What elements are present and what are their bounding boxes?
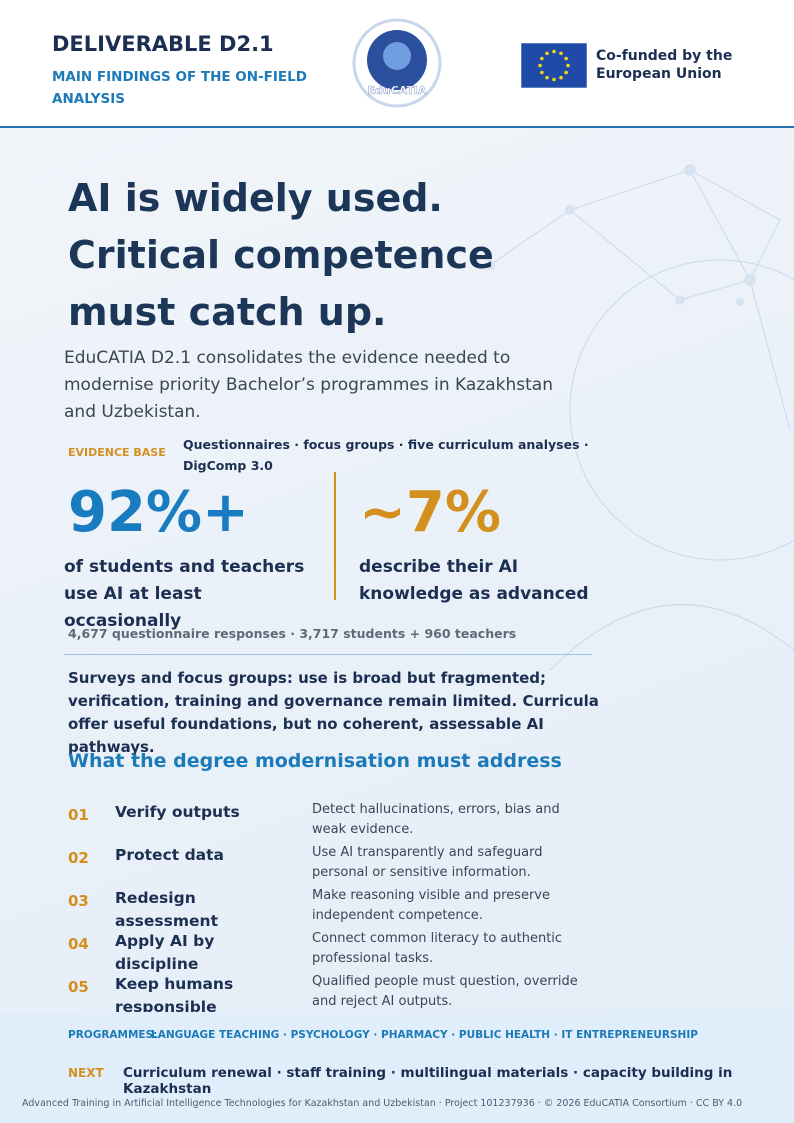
stat-value: ~7% <box>359 480 501 545</box>
item-number: 03 <box>68 892 89 910</box>
rule <box>64 654 592 655</box>
section-title: What the degree modernisation must addre… <box>68 750 562 772</box>
evidence-text: Questionnaires · focus groups · five cur… <box>183 437 589 473</box>
item-number: 01 <box>68 806 89 824</box>
item-desc: Connect common literacy to authentic pro… <box>312 931 563 966</box>
item-title: Verify outputs <box>115 803 240 821</box>
intro: EduCATIA D2.1 consolidates the evidence … <box>64 348 553 422</box>
item-number: 04 <box>68 935 89 953</box>
star <box>559 75 563 80</box>
item-title: Redesign assessment <box>115 889 218 930</box>
headline-line: must catch up. <box>68 290 387 334</box>
responses: 4,677 questionnaire responses · 3,717 st… <box>68 626 517 641</box>
star <box>538 63 542 68</box>
item-title: Protect data <box>115 846 224 864</box>
item-title: Apply AI by discipline <box>115 932 215 973</box>
title: DELIVERABLE D2.1 <box>52 32 274 56</box>
star <box>545 75 549 80</box>
educatia-logo: EduCATIA <box>352 18 442 108</box>
programmes-text: LANGUAGE TEACHING · PSYCHOLOGY · PHARMAC… <box>151 1029 698 1041</box>
headline-line: Critical competence <box>68 233 494 277</box>
star <box>559 51 563 56</box>
logo-text: EduCATIA <box>367 84 427 97</box>
stat-text: of students and teachers use AI at least… <box>64 557 305 631</box>
item-desc: Make reasoning visible and preserve inde… <box>312 888 550 923</box>
footer-band <box>0 1012 794 1123</box>
headline: AI is widely used. Critical competence mus… <box>68 170 494 341</box>
item-number: 02 <box>68 849 89 867</box>
star <box>564 70 568 75</box>
eu-funding: Co-funded by the European Union <box>596 48 733 82</box>
star <box>564 56 568 61</box>
star <box>566 63 570 68</box>
item-number: 05 <box>68 978 89 996</box>
background-network <box>485 164 794 671</box>
programmes-label: PROGRAMMES: <box>68 1029 158 1041</box>
star <box>540 70 544 75</box>
summary: Surveys and focus groups: use is broad b… <box>68 669 599 756</box>
stat-text: describe their AI knowledge as advanced <box>359 557 589 604</box>
footer: Advanced Training in Artificial Intellig… <box>22 1098 743 1109</box>
star <box>552 77 556 82</box>
item-desc: Use AI transparently and safeguard perso… <box>312 845 543 880</box>
item-desc: Detect hallucinations, errors, bias and … <box>312 802 560 837</box>
star <box>545 51 549 56</box>
star <box>540 56 544 61</box>
evidence-label: EVIDENCE BASE <box>68 446 166 459</box>
stat-value: 92%+ <box>68 480 249 545</box>
item-desc: Qualified people must question, override… <box>312 974 578 1009</box>
headline-line: AI is widely used. <box>68 176 443 220</box>
eu-flag <box>521 43 587 88</box>
subtitle: MAIN FINDINGS OF THE ON-FIELD ANALYSIS <box>52 69 307 107</box>
divider <box>334 472 336 600</box>
star <box>552 49 556 54</box>
next-label: NEXT <box>68 1066 104 1080</box>
next-text: Curriculum renewal · staff training · mu… <box>123 1065 733 1097</box>
item-title: Keep humans responsible <box>115 975 234 1016</box>
